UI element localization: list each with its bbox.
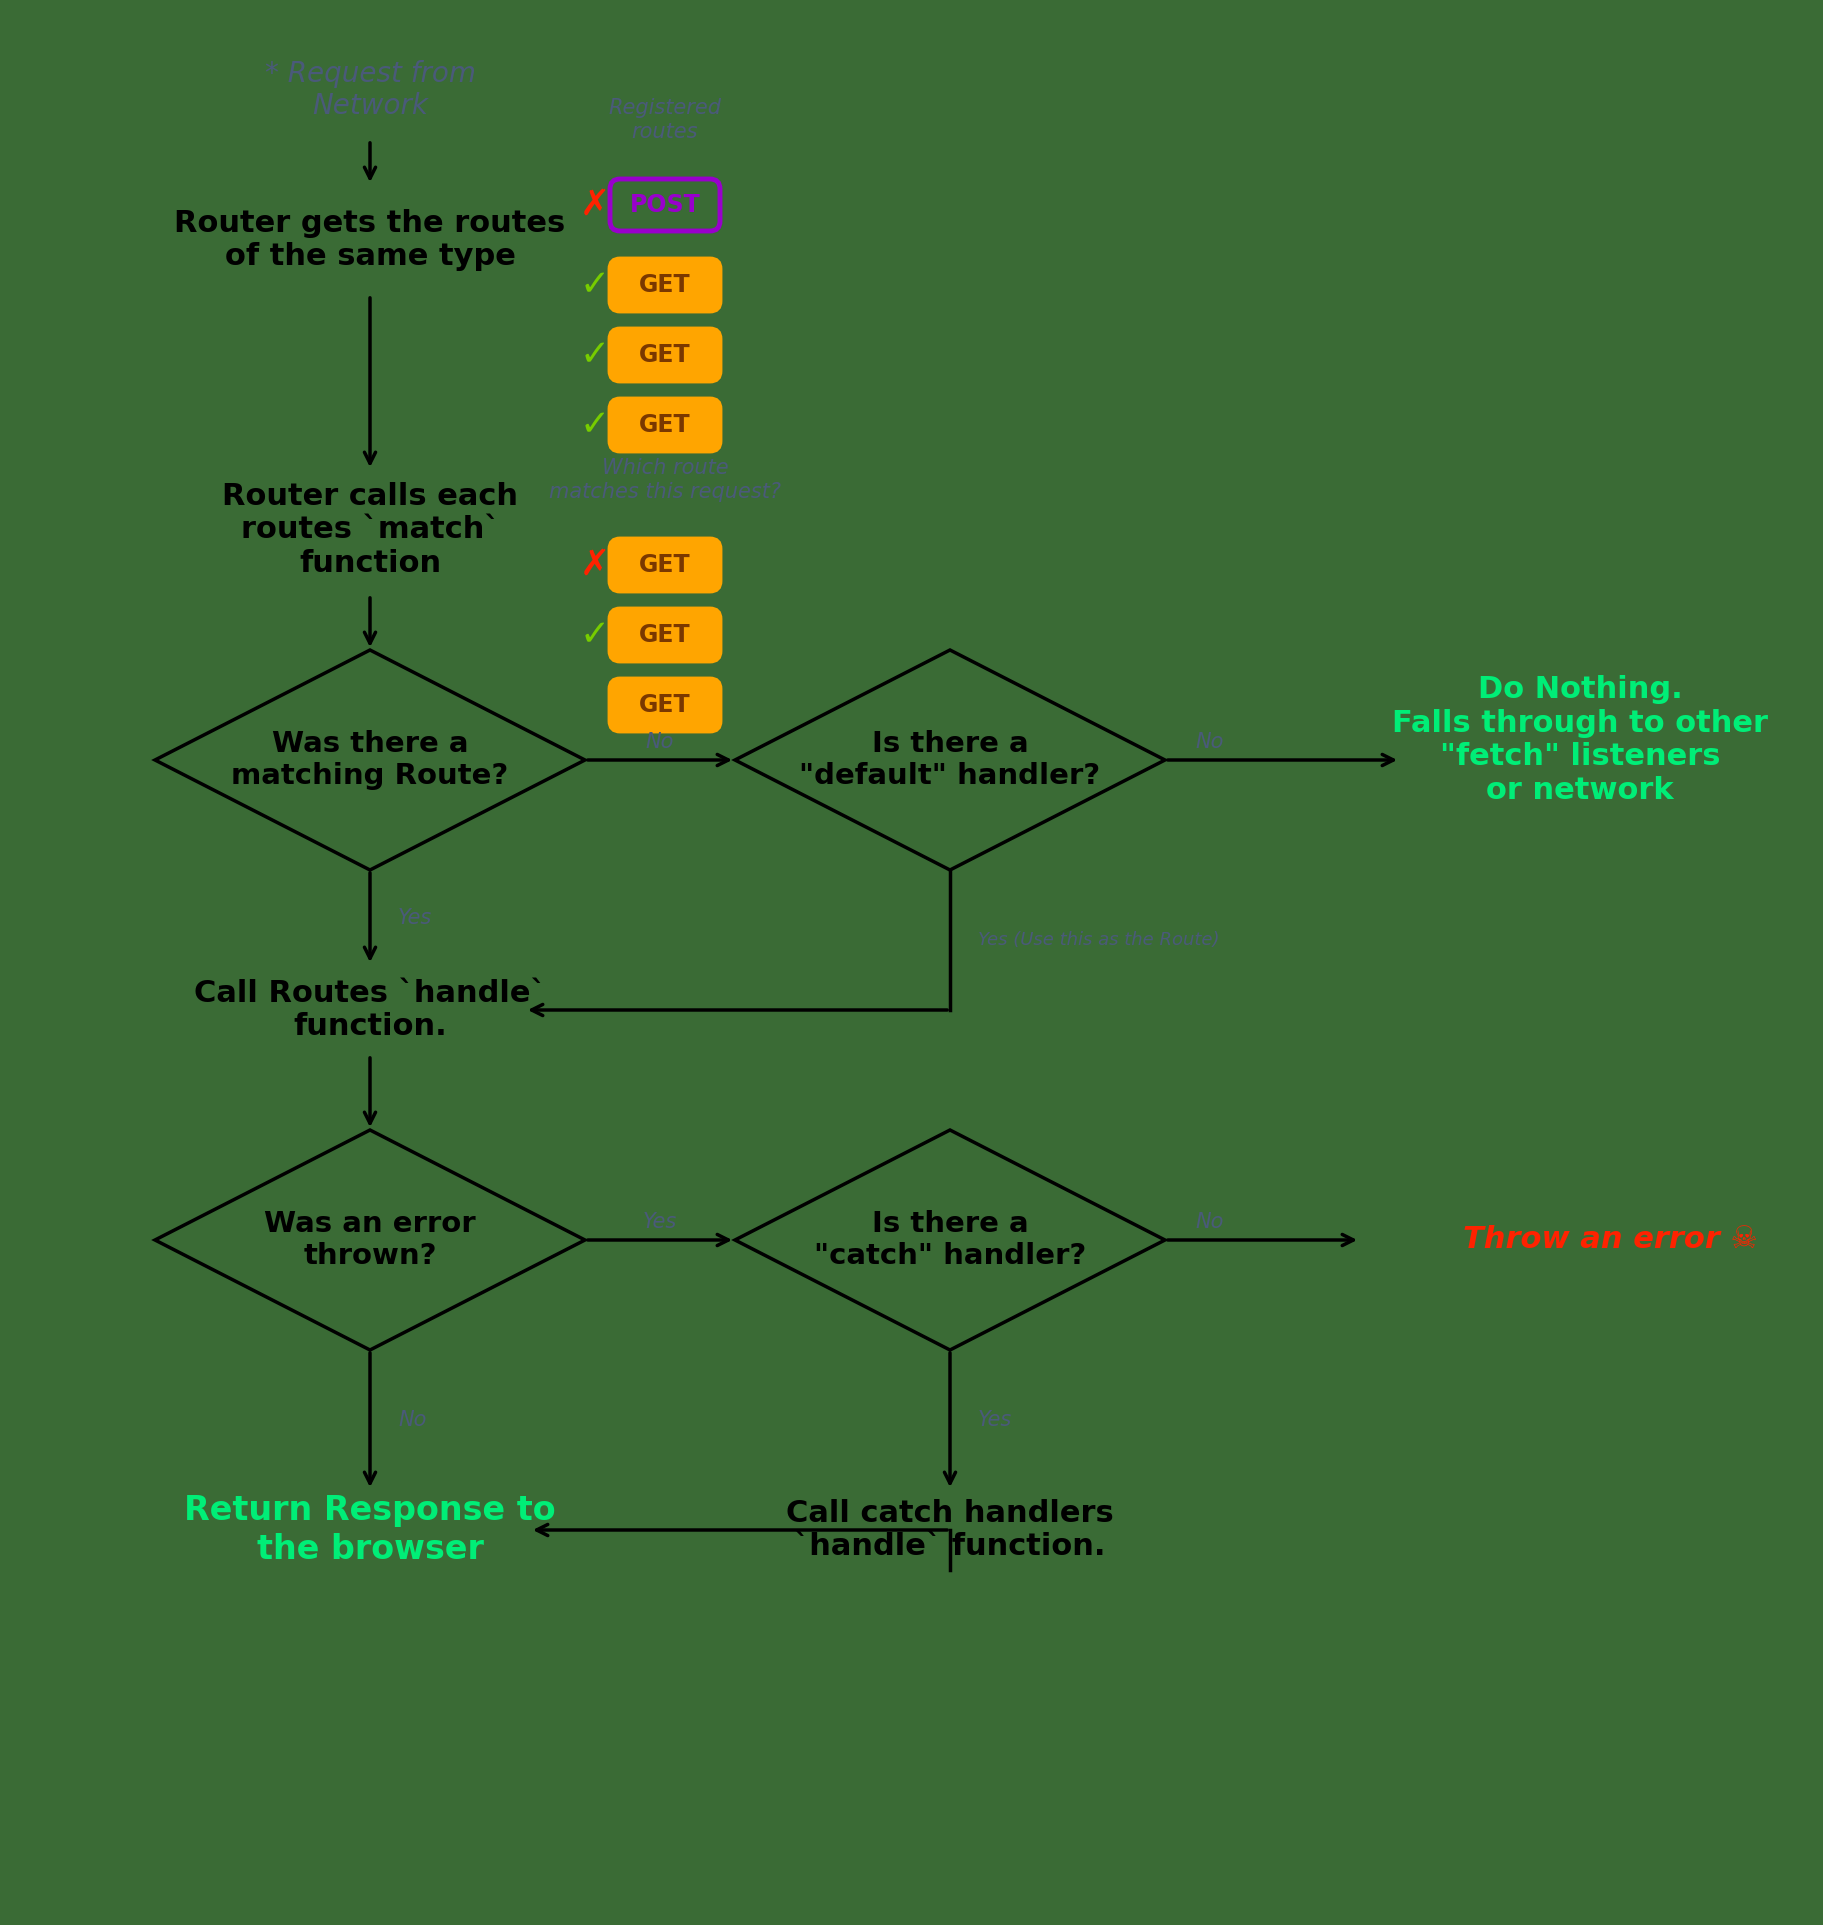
Text: Router calls each
routes `match`
function: Router calls each routes `match` functio… — [222, 481, 518, 578]
Text: Yes: Yes — [644, 1213, 676, 1232]
Text: Was an error
thrown?: Was an error thrown? — [264, 1209, 476, 1271]
Text: ✗: ✗ — [580, 189, 611, 221]
Text: No: No — [1196, 1213, 1223, 1232]
Text: Which route
matches this request?: Which route matches this request? — [549, 458, 780, 502]
Text: No: No — [1196, 732, 1223, 753]
Text: Is there a
"catch" handler?: Is there a "catch" handler? — [813, 1209, 1087, 1271]
Text: No: No — [645, 732, 675, 753]
Text: ✗: ✗ — [580, 549, 611, 581]
Text: Call Routes `handle`
function.: Call Routes `handle` function. — [193, 978, 545, 1041]
Text: Was there a
matching Route?: Was there a matching Route? — [232, 730, 509, 789]
Text: GET: GET — [640, 414, 691, 437]
Text: Yes: Yes — [397, 907, 432, 928]
FancyBboxPatch shape — [611, 260, 720, 312]
Text: Router gets the routes
of the same type: Router gets the routes of the same type — [175, 208, 565, 271]
Text: GET: GET — [640, 693, 691, 716]
Text: ✓: ✓ — [580, 339, 611, 372]
FancyBboxPatch shape — [611, 680, 720, 732]
Text: GET: GET — [640, 273, 691, 296]
Text: GET: GET — [640, 343, 691, 368]
FancyBboxPatch shape — [611, 179, 720, 231]
Text: ✓: ✓ — [580, 268, 611, 302]
Polygon shape — [735, 651, 1165, 870]
Polygon shape — [155, 651, 585, 870]
Text: POST: POST — [629, 192, 700, 218]
FancyBboxPatch shape — [611, 539, 720, 591]
Text: ✓: ✓ — [580, 618, 611, 653]
Polygon shape — [735, 1130, 1165, 1349]
Text: Yes: Yes — [977, 1409, 1012, 1430]
Text: Yes (Use this as the Route): Yes (Use this as the Route) — [977, 932, 1220, 949]
Text: ✓: ✓ — [580, 408, 611, 443]
Text: * Request from
Network: * Request from Network — [264, 60, 476, 119]
Polygon shape — [155, 1130, 585, 1349]
Text: Is there a
"default" handler?: Is there a "default" handler? — [800, 730, 1101, 789]
Text: GET: GET — [640, 552, 691, 577]
Text: Throw an error ☠️: Throw an error ☠️ — [1462, 1226, 1757, 1255]
Text: Registered
routes: Registered routes — [609, 98, 722, 142]
Text: Return Response to
the browser: Return Response to the browser — [184, 1494, 556, 1565]
Text: GET: GET — [640, 624, 691, 647]
Text: Do Nothing.
Falls through to other
"fetch" listeners
or network: Do Nothing. Falls through to other "fetc… — [1393, 676, 1768, 805]
Text: No: No — [397, 1409, 427, 1430]
FancyBboxPatch shape — [611, 329, 720, 381]
FancyBboxPatch shape — [611, 398, 720, 450]
FancyBboxPatch shape — [611, 608, 720, 660]
Text: Call catch handlers
`handle` function.: Call catch handlers `handle` function. — [786, 1500, 1114, 1561]
